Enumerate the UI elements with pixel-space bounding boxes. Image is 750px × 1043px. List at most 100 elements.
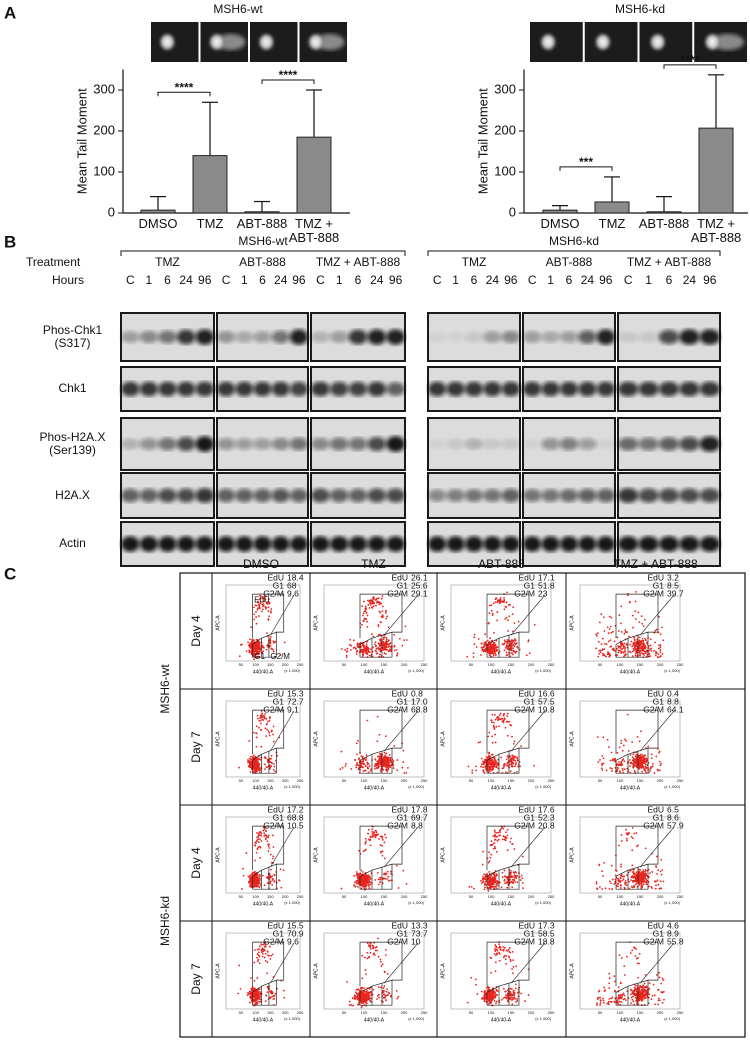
flow-event: [619, 881, 622, 884]
flow-event: [511, 843, 514, 845]
flow-event: [495, 654, 497, 656]
flow-event: [258, 1000, 261, 1003]
flow-event: [488, 860, 491, 862]
blot-band: [523, 438, 542, 450]
flow-event: [258, 606, 261, 609]
flow-event: [378, 838, 380, 840]
flow-event: [488, 604, 491, 607]
x-tick-label: 100: [617, 894, 624, 899]
flow-event: [483, 876, 486, 879]
flow-event: [357, 645, 360, 648]
flow-event: [272, 733, 275, 736]
flow-event: [505, 640, 508, 643]
flow-event: [620, 742, 623, 745]
flow-event: [634, 640, 636, 642]
flow-event: [371, 600, 373, 602]
flow-event: [512, 653, 514, 656]
flow-event: [252, 999, 255, 1002]
flow-event: [645, 883, 648, 886]
flow-event: [388, 639, 390, 642]
flow-event: [477, 741, 480, 744]
flow-event: [472, 652, 475, 655]
flow-event: [390, 761, 392, 764]
flow-event: [596, 736, 599, 739]
blot-band: [289, 381, 308, 397]
blot-band: [428, 489, 447, 502]
flow-event: [361, 655, 364, 657]
flow-event: [257, 766, 260, 769]
plot-frame: [579, 584, 681, 662]
blot-band: [428, 438, 447, 450]
flow-event: [632, 761, 635, 764]
gate-percent: 19.8: [538, 704, 555, 714]
x-tick-label: 200: [657, 894, 664, 899]
flow-event: [492, 721, 495, 724]
hour-label: 1: [241, 273, 248, 287]
flow-event: [387, 626, 390, 629]
x-tick-label: 250: [297, 894, 304, 899]
blot-band: [121, 488, 140, 503]
flow-event: [626, 713, 629, 716]
flow-event: [341, 766, 344, 769]
flow-event: [269, 610, 272, 613]
blot-band: [121, 381, 140, 397]
flow-event: [487, 622, 490, 625]
flow-event: [509, 755, 512, 758]
flow-event: [373, 834, 375, 837]
flow-event: [253, 649, 256, 652]
blot-band: [464, 331, 484, 343]
y-axis-label: APC-A: [215, 615, 221, 631]
flow-event: [634, 646, 636, 649]
flow-event: [488, 647, 491, 650]
flow-event: [599, 651, 602, 654]
flow-event: [267, 606, 270, 609]
flow-event: [262, 605, 264, 608]
flow-event: [361, 755, 364, 758]
flow-event: [480, 882, 483, 884]
flow-event: [601, 768, 604, 771]
flow-event: [258, 993, 260, 996]
flow-event: [365, 608, 367, 610]
x-multiplier: (x 1,000): [535, 668, 551, 673]
treatment-name: TMZ + ABT-888: [316, 255, 401, 269]
hour-label: 1: [547, 273, 554, 287]
flow-event: [500, 827, 503, 830]
flow-event: [610, 882, 613, 885]
flow-event: [250, 977, 252, 979]
gate: [359, 631, 393, 658]
flow-event: [356, 995, 359, 998]
flow-event: [385, 752, 388, 755]
flow-event: [262, 650, 265, 653]
flow-event: [265, 994, 268, 997]
flow-event: [361, 623, 363, 626]
flow-event: [266, 758, 269, 761]
flow-event: [503, 596, 505, 599]
flow-event: [361, 877, 364, 880]
flow-event: [650, 649, 653, 652]
flow-event: [365, 875, 367, 878]
flow-event: [488, 877, 490, 880]
flow-event: [509, 649, 512, 652]
flow-event: [634, 652, 637, 655]
flow-event: [471, 772, 474, 774]
flow-event: [260, 832, 263, 835]
flow-event: [641, 871, 644, 874]
flow-event: [356, 882, 359, 885]
x-tick-label: 100: [361, 662, 368, 667]
flow-event: [650, 885, 653, 888]
flow-event: [407, 767, 409, 769]
flow-event: [379, 876, 382, 879]
flow-event: [659, 764, 662, 767]
flow-event: [475, 765, 477, 768]
flow-event: [506, 886, 509, 889]
hour-label: 96: [292, 273, 306, 287]
blot-band: [699, 436, 720, 452]
flow-event: [247, 641, 249, 644]
y-tick-label: 200: [93, 122, 115, 137]
flow-event: [267, 730, 270, 733]
flow-event: [483, 641, 486, 644]
y-tick-label: 0: [509, 204, 516, 219]
x-tick-label: 100: [361, 778, 368, 783]
flow-event: [608, 628, 611, 630]
x-axis-label: 440/40-A: [620, 785, 641, 791]
